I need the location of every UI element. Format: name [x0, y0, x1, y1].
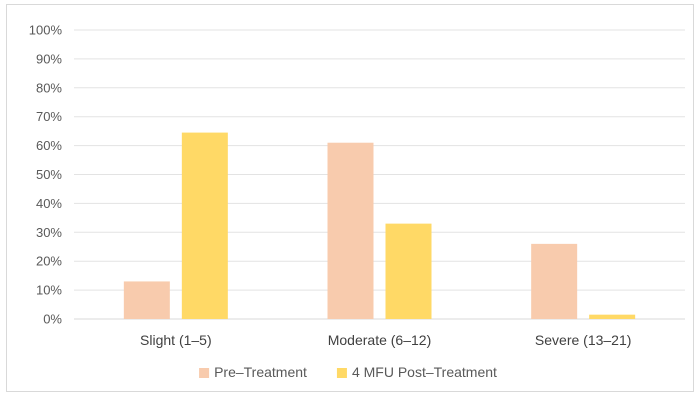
y-axis: 0% 10% 20% 30% 40% 50% 60% 70% 80% 90% 100%: [29, 23, 63, 327]
legend-item: Pre–Treatment: [199, 364, 307, 380]
y-tick-label: 70%: [36, 109, 62, 124]
legend-swatch: [199, 368, 210, 378]
bar-pre-treatment-1: [327, 142, 374, 319]
y-tick-label: 80%: [36, 80, 62, 95]
bar-4-mfu-post-treatment-0: [181, 132, 228, 319]
bar-4-mfu-post-treatment-1: [385, 223, 432, 319]
y-tick-label: 90%: [36, 51, 62, 66]
y-tick-label: 50%: [36, 167, 62, 182]
legend-label: 4 MFU Post–Treatment: [352, 364, 497, 380]
y-tick-label: 10%: [36, 283, 62, 298]
bars: [123, 132, 636, 319]
legend-label: Pre–Treatment: [214, 364, 307, 380]
y-tick-label: 0%: [43, 312, 62, 327]
gridlines: [74, 29, 685, 320]
bar-pre-treatment-2: [531, 243, 578, 319]
legend-swatch: [336, 368, 347, 378]
bar-pre-treatment-0: [123, 281, 170, 319]
x-axis: Slight (1–5) Moderate (6–12) Severe (13–21…: [140, 332, 631, 348]
x-tick-label: Slight (1–5): [140, 332, 212, 348]
x-tick-label: Severe (13–21): [535, 332, 632, 348]
legend: Pre–Treatment 4 MFU Post–Treatment: [199, 364, 497, 380]
bar-4-mfu-post-treatment-2: [589, 314, 636, 319]
y-tick-label: 30%: [36, 225, 62, 240]
x-tick-label: Moderate (6–12): [328, 332, 432, 348]
y-tick-label: 100%: [29, 23, 63, 38]
y-tick-label: 20%: [36, 254, 62, 269]
legend-item: 4 MFU Post–Treatment: [336, 364, 497, 380]
y-tick-label: 40%: [36, 196, 62, 211]
y-tick-label: 60%: [36, 138, 62, 153]
